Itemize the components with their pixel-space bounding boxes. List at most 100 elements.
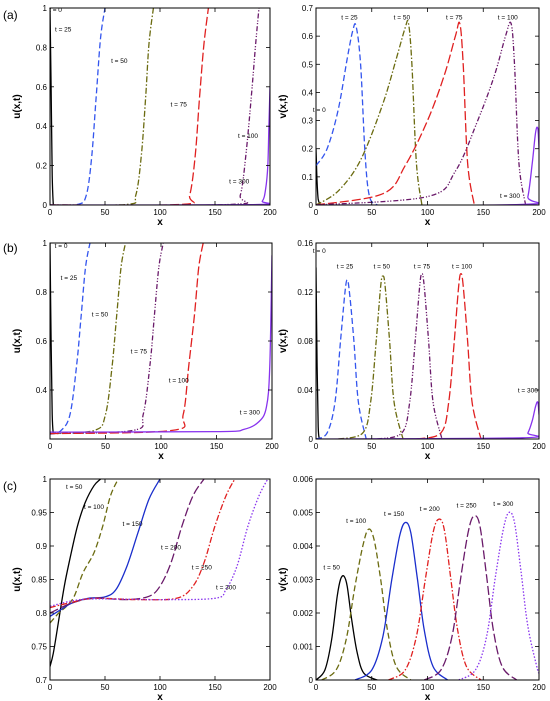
x-tick-label: 150 [210, 442, 224, 451]
y-tick-label: 0.5 [302, 60, 314, 69]
plot-frame [315, 242, 540, 440]
curve-annotation: t = 150 [122, 521, 142, 528]
series-line-5 [316, 126, 539, 205]
x-axis-label: x [157, 217, 163, 228]
y-tick-label: 0.4 [36, 386, 48, 395]
curve-annotation: t = 75 [414, 264, 431, 271]
y-axis-label: u(x,t) [12, 567, 23, 591]
x-axis-label: x [425, 217, 431, 228]
curve-annotation: t = 100 [346, 518, 366, 525]
series-line-5 [50, 86, 270, 205]
x-tick-label: 50 [367, 683, 376, 692]
x-tick-label: 0 [48, 683, 53, 692]
y-tick-label: 0.8 [36, 609, 48, 618]
panel-5: 0 50 100 150 200 0 0.001 0.002 0.003 0.004 0.005 0.… [278, 475, 546, 701]
x-tick-label: 0 [48, 208, 53, 217]
y-tick-label: 0.2 [302, 145, 314, 154]
series-line-4 [50, 243, 204, 435]
y-tick-label: 0.95 [31, 509, 47, 518]
x-tick-label: 200 [263, 683, 277, 692]
y-tick-label: 0.85 [31, 576, 47, 585]
curve-annotation: t = 100 [452, 264, 472, 271]
x-tick-label: 150 [477, 442, 491, 451]
series-line-1 [50, 479, 119, 624]
y-tick-label: 0.6 [36, 337, 48, 346]
curve-annotation: t = 50 [374, 264, 391, 271]
series-group [316, 267, 539, 439]
series-line-5 [458, 511, 539, 680]
x-tick-label: 100 [421, 208, 435, 217]
y-tick-label: 0.7 [302, 4, 314, 13]
x-tick-label: 200 [263, 208, 277, 217]
series-line-3 [377, 272, 443, 439]
plot-frame [49, 7, 271, 206]
curve-annotation: t = 50 [394, 14, 411, 21]
x-axis-label: x [425, 692, 431, 701]
curve-annotation: t = 50 [323, 564, 340, 571]
y-tick-label: 0.16 [297, 239, 313, 248]
panel-3: 0 50 100 150 200 0 0.04 0.08 0.12 0.16 x v(x,t) t = … [278, 239, 546, 462]
y-tick-label: 0.4 [36, 122, 48, 131]
curve-annotation: t = 75 [446, 14, 463, 21]
curve-annotation: t = 75 [170, 102, 187, 109]
x-tick-label: 0 [314, 442, 319, 451]
x-tick-label: 100 [421, 683, 435, 692]
y-tick-label: 0.3 [302, 117, 314, 126]
x-tick-label: 200 [532, 208, 546, 217]
curve-annotation: t = 300 [500, 193, 520, 200]
curve-annotation: t = 300 [216, 585, 236, 592]
panel-4: 0 50 100 150 200 0.7 0.75 0.8 0.85 0.9 0.95 1 x u(x,t… [3, 475, 277, 701]
y-tick-label: 0.8 [36, 43, 48, 52]
series-line-4 [423, 515, 518, 680]
x-tick-label: 150 [208, 208, 222, 217]
x-tick-label: 150 [477, 683, 491, 692]
series-group [50, 243, 272, 435]
y-axis-label: u(x,t) [12, 329, 23, 353]
x-tick-label: 50 [101, 683, 110, 692]
y-tick-label: 0.8 [36, 288, 48, 297]
curve-annotation: t = 0 [49, 7, 62, 14]
curve-annotation: t = 100 [169, 378, 189, 385]
series-group [316, 19, 539, 205]
series-line-1 [50, 8, 106, 205]
x-tick-label: 200 [265, 442, 279, 451]
y-tick-label: 0.04 [297, 386, 313, 395]
series-line-4 [50, 479, 236, 609]
curve-annotation: t = 300 [229, 178, 249, 185]
series-line-2 [50, 8, 155, 205]
x-tick-label: 100 [153, 683, 167, 692]
curve-annotation: t = 50 [92, 312, 109, 319]
y-tick-label: 0.002 [293, 609, 314, 618]
series-line-2 [338, 275, 404, 439]
y-tick-label: 0.75 [31, 643, 47, 652]
series-line-2 [50, 243, 127, 435]
x-tick-label: 100 [154, 442, 168, 451]
curve-annotation: t = 25 [337, 264, 354, 271]
series-line-3 [50, 479, 205, 614]
curve-annotation: t = 200 [161, 544, 181, 551]
x-tick-label: 50 [101, 208, 110, 217]
y-tick-label: 0 [43, 201, 48, 210]
curve-annotation: t = 100 [498, 14, 518, 21]
curve-annotation: t = 300 [493, 501, 513, 508]
series-line-2 [316, 19, 423, 205]
y-axis-label: v(x,t) [278, 95, 289, 119]
y-tick-label: 1 [43, 475, 48, 484]
series-line-2 [354, 521, 449, 680]
panel-0: 0 50 100 150 200 0 0.2 0.4 0.6 0.8 1 x u(x,t) t = 0 t … [3, 4, 277, 228]
y-tick-label: 0.004 [293, 542, 314, 551]
y-tick-label: 1 [43, 4, 48, 13]
curve-annotation: t = 0 [55, 243, 68, 250]
panel-row-label: (b) [3, 241, 18, 255]
curve-annotation: t = 300 [240, 410, 260, 417]
curve-annotation: t = 250 [456, 502, 476, 509]
y-tick-label: 0.2 [36, 162, 48, 171]
y-tick-label: 0.08 [297, 337, 313, 346]
curve-annotation: t = 100 [84, 504, 104, 511]
panel-row-label: (a) [3, 8, 18, 22]
series-line-5 [50, 479, 269, 607]
y-tick-label: 0.7 [36, 676, 48, 685]
y-tick-label: 1 [43, 239, 48, 248]
curve-annotation: t = 150 [384, 511, 404, 518]
series-group [316, 511, 539, 680]
